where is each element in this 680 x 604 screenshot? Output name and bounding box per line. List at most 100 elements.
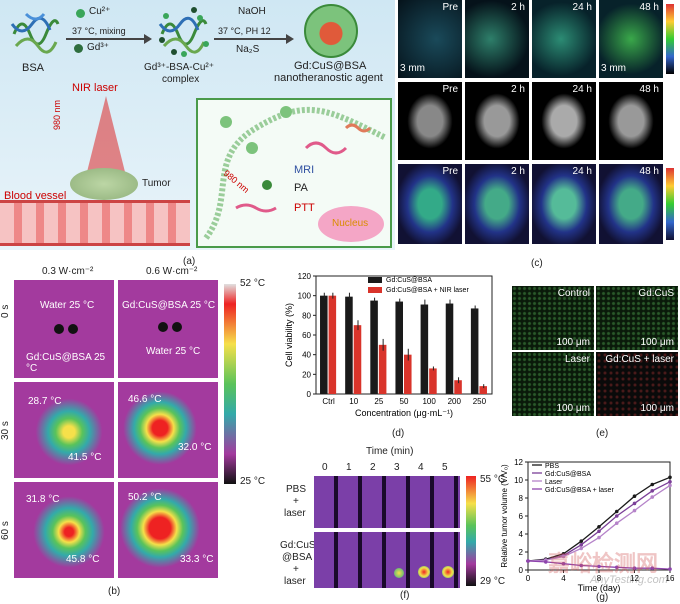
chart-d-ytick-label: 20 xyxy=(302,370,311,379)
b-row0-label: 0 s xyxy=(0,304,11,318)
f-time-5: 5 xyxy=(442,462,448,473)
watermark-url: AnyTesting.com xyxy=(590,574,668,586)
chart-d-ytick-label: 60 xyxy=(302,331,311,340)
pa-image-24h: 24 h xyxy=(532,0,596,78)
chart-d-bar xyxy=(420,304,429,394)
nucleus-label: Nucleus xyxy=(332,218,369,229)
chart-d-ytick-label: 120 xyxy=(298,272,312,281)
chart-g-point xyxy=(650,482,655,487)
chart-g-xtick-label: 4 xyxy=(561,574,566,583)
laser-beam xyxy=(86,96,126,176)
chart-g-point xyxy=(579,539,584,543)
chart-g-legend-label: Gd:CuS@BSA + laser xyxy=(545,487,614,494)
mri-label: MRI xyxy=(294,164,315,176)
product-label-2: nanotheranostic agent xyxy=(274,72,383,84)
chart-d-xlabel: Concentration (μg·mL⁻¹) xyxy=(355,408,453,418)
chart-d-bar xyxy=(378,344,387,394)
chart-g-point xyxy=(632,494,637,498)
color-image-48h: 48 h xyxy=(599,164,663,244)
f-hotspot-4 xyxy=(418,566,430,578)
b-colorbar xyxy=(224,284,236,484)
f-colorbar xyxy=(466,476,476,586)
pa-image-2h: 2 h xyxy=(465,0,529,78)
chart-d-legend-label: Gd:CuS@BSA + NIR laser xyxy=(386,287,469,294)
f-time-4: 4 xyxy=(418,462,424,473)
panel-c-label: (c) xyxy=(531,258,543,269)
gd-label: Gd³⁺ xyxy=(87,42,109,53)
chart-g-point xyxy=(614,509,619,514)
thermal-30s-low: 28.7 °C 41.5 °C xyxy=(14,382,114,478)
chart-g-point xyxy=(668,483,672,488)
chart-d-ylabel: Cell viability (%) xyxy=(284,303,294,367)
na2s-label: Na₂S xyxy=(236,44,260,55)
panel-d-label: (d) xyxy=(392,428,405,439)
tumor-mass xyxy=(70,168,138,200)
complex-label-2: complex xyxy=(162,74,200,85)
chart-d-bar xyxy=(328,295,337,394)
b-col1-header: 0.3 W·cm⁻² xyxy=(42,266,94,277)
f-cbar-min: 29 °C xyxy=(480,576,506,587)
chart-g-point xyxy=(668,480,672,484)
chart-g-point xyxy=(614,565,619,570)
naoh-label: NaOH xyxy=(238,6,266,17)
panel-g-label: (g) xyxy=(596,592,609,603)
chart-d-xtick-label: 50 xyxy=(400,397,409,406)
step1-label: 37 °C, mixing xyxy=(72,26,126,36)
thermal-30s-high: 46.6 °C 32.0 °C xyxy=(118,382,218,478)
chart-g-legend-label: Gd:CuS@BSA xyxy=(545,471,591,478)
panel-a-label: (a) xyxy=(183,256,196,267)
chart-g-point xyxy=(579,563,584,568)
f-row1-l1: PBS xyxy=(286,484,307,495)
chart-d-legend-swatch xyxy=(368,287,382,293)
chart-g-ylabel: Relative tumor volume (V/V₀) xyxy=(500,464,509,568)
chart-d-bar xyxy=(404,354,412,394)
f-hotspot-3 xyxy=(394,568,404,578)
mri-image-2h: 2 h xyxy=(465,82,529,160)
chart-g-point xyxy=(668,567,672,571)
fluor-gdcus: Gd:CuS 100 μm xyxy=(596,286,678,350)
chart-g-point xyxy=(650,495,655,499)
product-label-1: Gd:CuS@BSA xyxy=(294,60,367,72)
step2-label: 37 °C, PH 12 xyxy=(218,26,271,36)
f-time-1: 1 xyxy=(346,462,352,473)
chart-g-xlabel: Time (day) xyxy=(578,583,621,593)
cu-ion-icon xyxy=(76,9,85,18)
chart-g-xtick-label: 0 xyxy=(526,574,531,583)
mri-image-pre: Pre xyxy=(398,82,462,160)
ptt-label: PTT xyxy=(294,202,315,214)
complex-icon xyxy=(158,7,209,57)
fluor-gdcus-laser: Gd:CuS + laser 100 μm xyxy=(596,352,678,416)
b-row60-label: 60 s xyxy=(0,521,11,540)
panel-b-label: (b) xyxy=(108,586,121,597)
complex-label-1: Gd³⁺-BSA-Cu²⁺ xyxy=(144,62,215,73)
chart-d-ytick-label: 80 xyxy=(302,311,311,320)
color-image-pre: Pre xyxy=(398,164,462,244)
nanoparticle-small-icon xyxy=(262,180,272,190)
f-time-2: 2 xyxy=(370,462,376,473)
chart-d-legend-swatch xyxy=(368,277,382,283)
chart-g-legend-label: PBS xyxy=(545,463,559,470)
f-time-0: 0 xyxy=(322,462,328,473)
chart-g-point xyxy=(597,529,601,534)
chart-g-xtick-label: 12 xyxy=(630,574,639,583)
chart-d-bar xyxy=(429,368,437,394)
nanoparticle-icon xyxy=(304,4,358,58)
chart-d-bar xyxy=(470,308,479,394)
f-hotspot-5 xyxy=(442,566,454,578)
chart-g-ytick-label: 0 xyxy=(519,566,524,575)
pa-label: PA xyxy=(294,182,308,194)
pa-image-pre: Pre 3 mm xyxy=(398,0,462,78)
f-row2-strip xyxy=(314,532,460,588)
chart-g-point xyxy=(668,475,672,480)
f-row1-l3: laser xyxy=(284,508,306,519)
f-row1-l2: + xyxy=(293,496,299,507)
nir-laser-label: NIR laser xyxy=(72,82,118,94)
panel-e-label: (e) xyxy=(596,428,609,439)
chart-d-ytick-label: 0 xyxy=(307,390,312,399)
chart-d-bar xyxy=(353,325,362,394)
chart-d-bar xyxy=(479,386,487,394)
b-cbar-min: 25 °C xyxy=(240,476,266,487)
chart-d-ytick-label: 40 xyxy=(302,351,311,360)
